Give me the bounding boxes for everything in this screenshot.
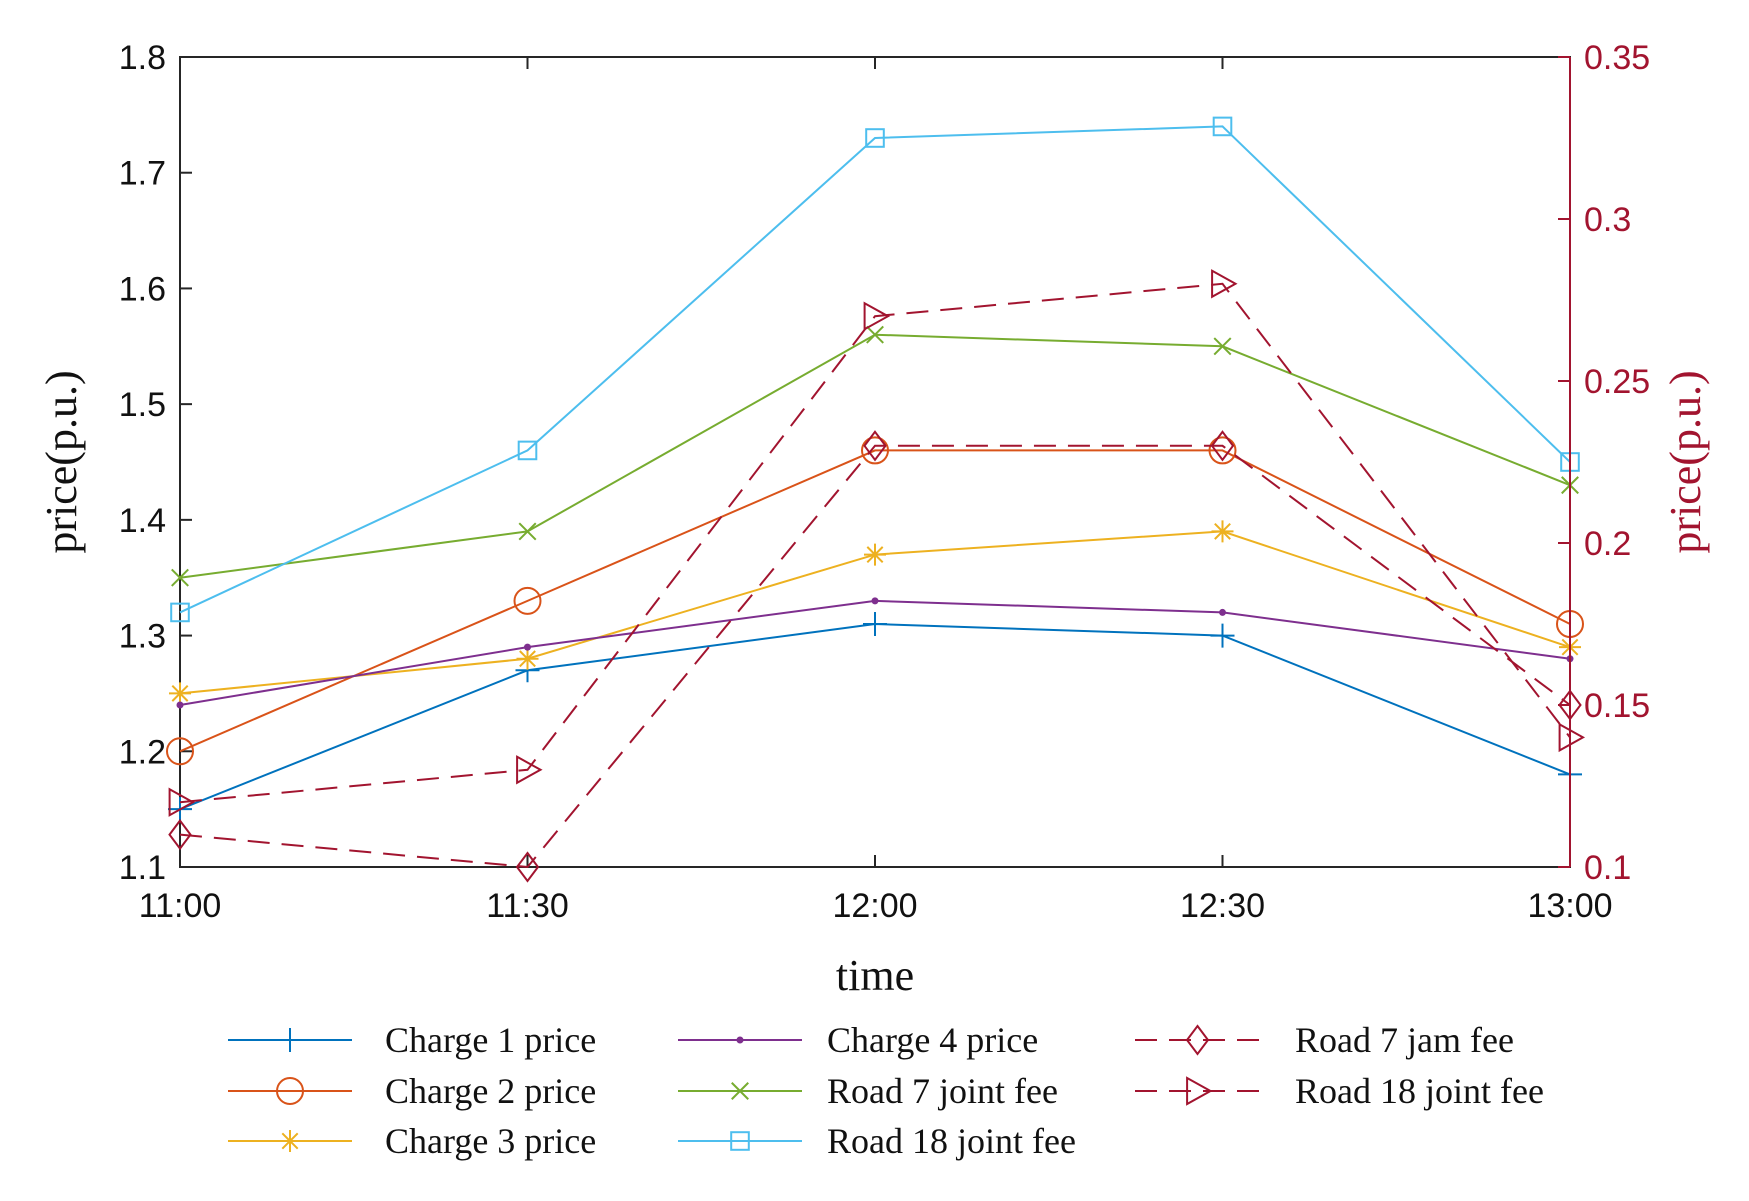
marker-asterisk [169,682,191,705]
left-tick-label: 1.4 [119,502,166,540]
legend-item: Charge 2 price [228,1071,596,1111]
marker-square [730,1131,750,1151]
left-tick-label: 1.7 [119,155,166,193]
legend: Charge 1 price Charge 2 price Charge 3 pri… [228,1020,1544,1161]
marker-dot [1219,608,1226,616]
series-line [179,444,1571,869]
marker-square [170,602,190,623]
marker-triangle-right [168,787,196,817]
left-axis-labels: 1.1 1.2 1.3 1.4 1.5 1.6 1.7 1.8 [119,39,166,887]
series-layer [166,116,1586,883]
legend-item: Road 18 joint fee [1135,1071,1544,1111]
legend-item: Charge 3 price [228,1121,596,1161]
marker-plus [863,612,887,636]
left-tick-label: 1.8 [119,39,166,77]
marker-square [865,128,885,148]
marker-diamond [863,430,887,462]
marker-diamond [515,851,540,883]
marker-asterisk [864,543,886,566]
marker-dot [176,701,184,709]
legend-label: Charge 2 price [385,1071,596,1111]
series-line [179,449,1571,753]
right-tick-label: 0.2 [1584,525,1631,563]
legend-label: Road 18 joint fee [1295,1071,1544,1111]
left-tick-label: 1.5 [119,386,166,424]
plot-area [179,56,1571,868]
series-charge-2-price [166,436,1584,766]
marker-triangle-right [516,755,543,785]
legend-label: Road 7 jam fee [1295,1020,1514,1060]
marker-diamond [1210,430,1235,462]
marker-diamond [1185,1024,1210,1056]
legend-label: Charge 3 price [385,1121,596,1161]
marker-plus [1210,623,1235,648]
x-tick-label: 11:00 [139,887,222,925]
x-axis-title: time [836,951,914,1000]
x-tick-label: 11:30 [486,887,569,925]
legend-item: Charge 1 price [228,1020,596,1060]
legend-item: Road 7 jam fee [1135,1020,1514,1060]
legend-item: Charge 4 price [678,1020,1038,1060]
marker-dot [871,597,879,605]
marker-diamond [168,818,192,851]
marker-circle [513,586,542,615]
marker-circle [861,436,889,465]
series-line [179,282,1571,804]
marker-square [517,440,538,461]
left-tick-label: 1.1 [119,849,166,887]
marker-triangle-right [1186,1076,1213,1106]
series-charge-4-price [176,597,1574,709]
marker-cross [731,1082,749,1100]
legend-label: Charge 1 price [385,1020,596,1060]
legend-item: Road 18 joint fee [678,1121,1076,1161]
series-line [179,125,1571,614]
marker-circle [166,737,194,766]
legend-label: Charge 4 price [827,1020,1038,1060]
right-axis-title: price(p.u.) [1661,370,1710,553]
left-axis-title: price(p.u.) [37,370,86,553]
left-tick-label: 1.2 [119,733,166,771]
marker-cross [171,568,189,587]
marker-dot [736,1036,744,1044]
marker-asterisk [279,1130,301,1152]
legend-label: Road 18 joint fee [827,1121,1076,1161]
marker-cross [518,522,537,541]
marker-asterisk [516,647,539,670]
marker-cross [866,325,884,344]
marker-triangle-right [1211,269,1238,299]
marker-dot [524,643,531,651]
marker-cross [1213,337,1232,356]
x-axis-labels: 11:00 11:30 12:00 12:30 13:00 [139,887,1613,925]
marker-asterisk [1211,520,1234,543]
left-tick-label: 1.3 [119,618,166,656]
right-tick-label: 0.35 [1584,39,1650,77]
right-axis-labels: 0.1 0.15 0.2 0.25 0.3 0.35 [1584,39,1650,887]
right-tick-label: 0.1 [1584,849,1631,887]
legend-item: Road 7 joint fee [678,1071,1058,1111]
right-tick-label: 0.15 [1584,687,1650,725]
right-tick-label: 0.25 [1584,363,1650,401]
marker-triangle-right [863,301,891,331]
marker-plus [278,1028,302,1052]
x-tick-label: 12:30 [1180,887,1265,925]
series-road-18-joint-fee [168,269,1586,817]
legend-label: Road 7 joint fee [827,1071,1058,1111]
x-tick-label: 13:00 [1527,887,1612,925]
x-tick-label: 12:00 [832,887,917,925]
marker-circle [1208,436,1237,465]
marker-triangle-right [1558,722,1586,753]
right-tick-label: 0.3 [1584,201,1631,239]
marker-circle [276,1077,304,1105]
left-tick-label: 1.6 [119,270,166,308]
marker-square [1212,116,1233,137]
